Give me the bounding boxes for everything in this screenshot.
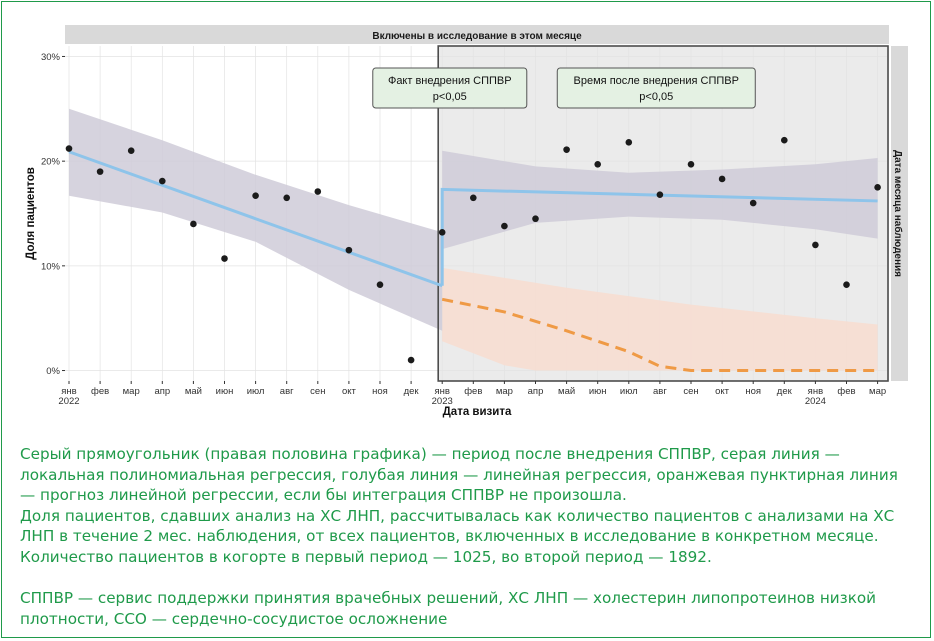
observed-point <box>96 168 104 175</box>
observed-point <box>470 194 477 202</box>
observed-point <box>594 160 601 168</box>
y-tick-label: 0% <box>46 366 60 377</box>
x-tick-label: фев <box>464 386 482 397</box>
observed-point <box>438 229 446 236</box>
x-tick-label: мар <box>496 386 513 397</box>
observed-point <box>718 175 726 183</box>
top-strip-label: Включены в исследование в этом месяце <box>372 31 582 42</box>
x-tick-label: дек <box>777 386 793 397</box>
x-tick-label: мар <box>869 386 886 397</box>
right-strip-label: Дата месяца наблюдения <box>892 150 904 277</box>
x-tick-label: май <box>558 386 575 397</box>
y-tick-label: 10% <box>41 261 61 272</box>
observed-point <box>314 188 322 195</box>
observed-point <box>127 147 135 154</box>
y-axis-title: Доля пациентов <box>25 167 37 260</box>
observed-point <box>625 139 633 146</box>
caption-abbreviations: СППВР — сервис поддержки принятия врачеб… <box>20 589 877 628</box>
linear-regression-pre <box>68 150 443 288</box>
x-tick-label: янв 2022 <box>58 386 79 407</box>
observed-point <box>843 281 850 288</box>
x-tick-label: ноя <box>745 386 761 397</box>
observed-point <box>874 184 881 191</box>
grid <box>65 46 889 381</box>
observed-point <box>749 199 757 207</box>
annotation-title: Время после внедрения СППВР <box>574 75 739 87</box>
observed-point <box>501 222 508 230</box>
x-tick-label: окт <box>715 386 730 397</box>
observed-point <box>812 241 819 249</box>
x-tick-label: июн <box>589 386 607 397</box>
observed-point <box>65 145 73 152</box>
x-tick-label: фев <box>837 386 855 397</box>
x-tick-label: дек <box>404 386 420 397</box>
x-tick-label: фев <box>91 386 109 397</box>
observed-point <box>407 356 415 364</box>
observed-point <box>283 194 291 202</box>
x-tick-label: ноя <box>372 386 388 397</box>
interrupted-time-series-chart: Включены в исследование в этом месяце Дат… <box>25 25 908 418</box>
counterfactual-forecast-line <box>441 297 878 372</box>
x-tick-label: сен <box>310 386 325 397</box>
right-strip <box>891 46 908 381</box>
annotation-box <box>372 67 528 109</box>
y-tick-label: 30% <box>41 52 61 63</box>
x-tick-label: авг <box>280 386 294 397</box>
caption-method-description: Доля пациентов, сдавших анализ на ХС ЛНП… <box>20 506 895 546</box>
observed-point <box>687 160 695 168</box>
observed-point <box>563 146 570 153</box>
x-tick-label: янв 2024 <box>805 386 826 407</box>
linear-regression-post <box>440 187 878 286</box>
x-tick-label: июл <box>620 386 638 397</box>
observed-point <box>252 192 259 200</box>
post-period-confidence-band <box>442 150 878 250</box>
x-axis-title: Дата визита <box>443 406 512 418</box>
x-tick-label: июл <box>247 386 265 397</box>
caption-legend-description: Серый прямоугольник (правая половина гра… <box>20 445 898 504</box>
x-tick-label: июн <box>216 386 234 397</box>
y-tick-label: 20% <box>41 157 61 168</box>
x-tick-label: авг <box>653 386 667 397</box>
observed-point <box>781 136 788 144</box>
figure-caption: Серый прямоугольник (правая половина гра… <box>20 444 910 629</box>
post-period-outline <box>437 45 889 382</box>
observed-point <box>345 246 353 254</box>
annotation-title: Факт внедрения СППВР <box>388 75 512 87</box>
x-tick-label: янв 2023 <box>432 386 453 407</box>
forecast-confidence-band <box>442 267 878 371</box>
x-tick-label: апр <box>154 386 170 397</box>
top-strip <box>65 25 889 44</box>
x-tick-label: май <box>185 386 202 397</box>
observed-point <box>190 220 197 228</box>
annotation-box <box>556 67 756 109</box>
observed-point <box>656 191 664 198</box>
caption-cohort-size: Количество пациентов в когорте в первый … <box>20 547 712 566</box>
observed-point <box>376 281 384 288</box>
annotation-pvalue: p<0,05 <box>639 91 673 103</box>
x-tick-label: апр <box>528 386 544 397</box>
x-tick-label: окт <box>342 386 357 397</box>
annotation-pvalue: p<0,05 <box>433 91 467 103</box>
observed-point <box>221 255 228 262</box>
observed-point <box>159 177 166 185</box>
observed-point <box>532 215 539 223</box>
x-tick-label: сен <box>683 386 698 397</box>
x-tick-label: мар <box>123 386 140 397</box>
